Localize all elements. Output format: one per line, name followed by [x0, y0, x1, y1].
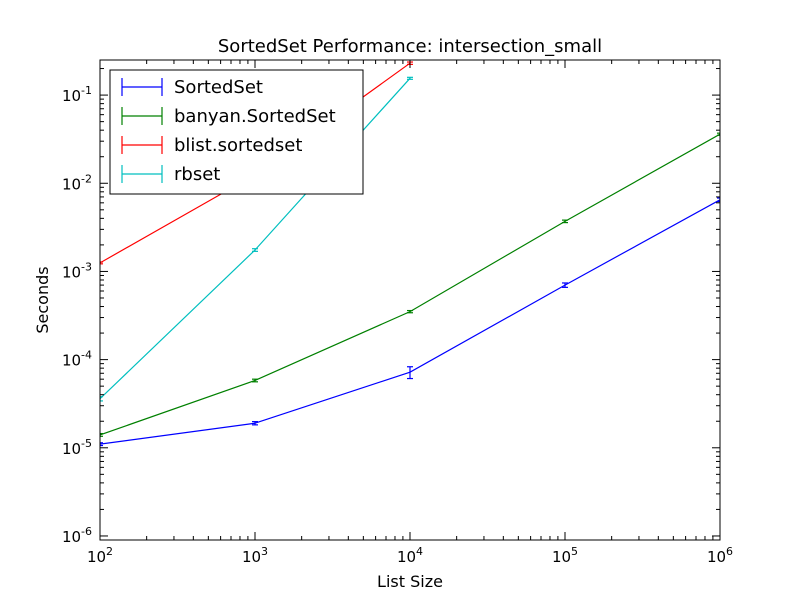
error-bar [100, 261, 103, 265]
x-tick-label: 106 [707, 545, 733, 566]
error-bar [100, 396, 103, 402]
x-tick-label: 105 [552, 545, 578, 566]
error-bar [562, 282, 568, 288]
y-tick-label: 10-2 [62, 172, 92, 193]
error-bar [407, 76, 413, 80]
error-bar [407, 309, 413, 314]
error-bar [252, 421, 258, 426]
error-bar [407, 366, 413, 380]
legend-item: rbset [121, 164, 220, 185]
legend-item: banyan.SortedSet [121, 106, 336, 127]
x-tick-label: 103 [242, 545, 268, 566]
legend-label: rbset [174, 164, 220, 185]
error-bar [252, 248, 258, 252]
chart-title: SortedSet Performance: intersection_smal… [218, 36, 602, 57]
y-axis-label: Seconds [33, 266, 52, 333]
series-0 [100, 197, 720, 447]
error-bar [717, 132, 720, 136]
legend-box [109, 69, 364, 195]
legend-handle [121, 78, 163, 96]
x-tick-label: 102 [87, 545, 113, 566]
legend-handle [121, 107, 163, 125]
x-axis-label: List Size [377, 572, 443, 591]
error-bar [717, 197, 720, 203]
y-tick-label: 10-1 [62, 84, 92, 105]
series-1 [100, 132, 720, 437]
legend-label: blist.sortedset [174, 135, 302, 156]
legend-label: banyan.SortedSet [174, 106, 336, 127]
legend-label: SortedSet [174, 77, 263, 98]
error-bar [562, 219, 568, 224]
legend-item: SortedSet [121, 77, 263, 98]
y-tick-label: 10-3 [62, 260, 92, 281]
axis-ticks: 102 103 104 105 106 10-6 10-5 10-4 10-3 10-2 10-1 [62, 60, 733, 566]
legend-handle [121, 136, 163, 154]
legend: SortedSet banyan.SortedSet blist.sortedset… [109, 69, 364, 195]
x-tick-label: 104 [397, 545, 423, 566]
legend-item: blist.sortedset [121, 135, 302, 156]
y-tick-label: 10-6 [62, 525, 92, 546]
y-tick-label: 10-4 [62, 349, 92, 370]
error-bar [100, 442, 103, 447]
legend-handle [121, 165, 163, 183]
error-bar [252, 378, 258, 383]
y-tick-label: 10-5 [62, 437, 92, 458]
error-bar [100, 432, 103, 437]
